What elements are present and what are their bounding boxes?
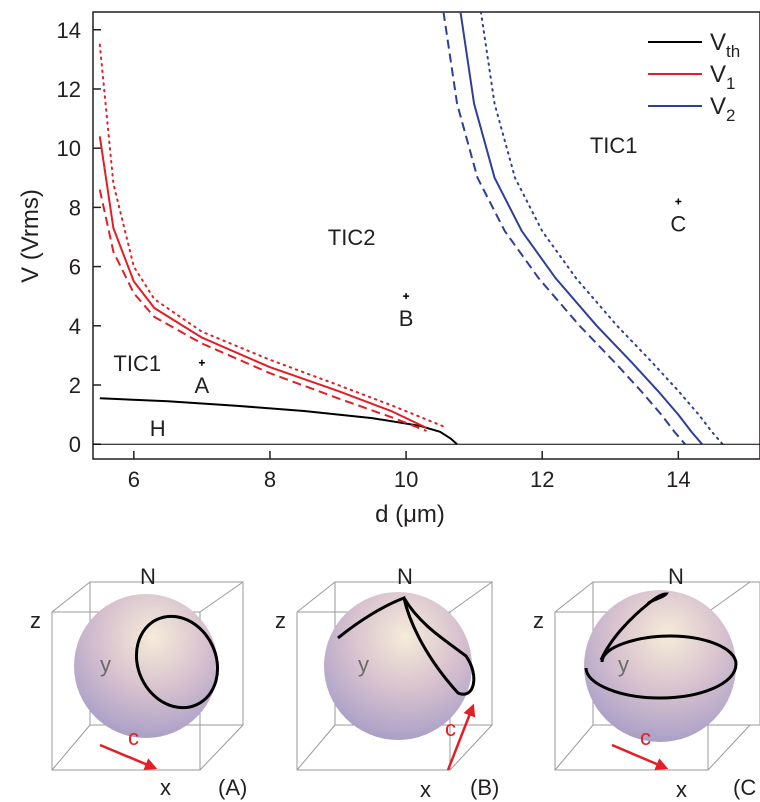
point-marker: [675, 198, 682, 205]
c-arrow: [611, 743, 669, 770]
trajectory-curve: [134, 614, 220, 710]
y-tick-label: 6: [69, 255, 81, 280]
y-tick-label: 4: [69, 314, 81, 339]
z-axis-label: z: [30, 608, 41, 633]
point-marker: [403, 293, 410, 300]
y-tick-label: 12: [57, 77, 81, 102]
y-axis-title: V (Vrms): [17, 189, 44, 283]
cube-edge: [554, 581, 594, 613]
c-arrow-label: c: [128, 725, 139, 750]
x-tick-label: 10: [394, 467, 418, 492]
pole-label: N: [668, 564, 684, 589]
c-arrow: [99, 743, 158, 770]
pole-label: N: [140, 564, 156, 589]
y-axis-label: y: [618, 652, 629, 677]
x-axis-label: x: [420, 777, 431, 802]
y-tick-label: 10: [57, 136, 81, 161]
legend-label: V1: [710, 61, 735, 93]
series-line-1: [98, 136, 427, 429]
plot-frame: [92, 11, 760, 460]
region-label: TIC2: [328, 225, 376, 250]
c-arrow-label: c: [445, 716, 456, 741]
cube-edge: [199, 581, 244, 613]
cube-edge: [296, 581, 336, 613]
sphere: [584, 590, 736, 742]
z-axis-label: z: [533, 608, 544, 633]
trajectory-curve: [599, 592, 670, 661]
y-tick-label: 8: [69, 195, 81, 220]
panel-b: N z y x c (B): [275, 564, 499, 802]
cube-edge: [707, 724, 751, 771]
series-line-2: [98, 189, 427, 432]
region-label: H: [150, 416, 166, 441]
point-label: C: [670, 211, 686, 236]
panel-c: N z y x c (C: [533, 564, 760, 802]
series-layer: [93, 11, 760, 446]
cube-edge: [707, 581, 751, 613]
x-axis-ticks: 6 8 10 12 14: [128, 451, 691, 492]
y-axis-ticks: 0 2 4 6 8 10 12 14: [57, 18, 101, 457]
panel-label: (A): [218, 775, 247, 800]
c-arrow-label: c: [640, 725, 651, 750]
y-axis-label: y: [358, 652, 369, 677]
point-label: B: [399, 306, 414, 331]
series-line-4: [459, 11, 703, 445]
x-tick-label: 8: [264, 467, 276, 492]
region-label: TIC1: [113, 351, 161, 376]
main-chart: 6 8 10 12 14 0 2 4 6 8 10 12 14 A B C TIC1 TIC2 TIC1 H d…: [17, 11, 760, 528]
region-label: TIC1: [590, 133, 638, 158]
sphere: [324, 592, 472, 740]
series-line-5: [442, 11, 686, 445]
c-arrow: [446, 703, 476, 771]
trajectory-curve: [337, 595, 476, 696]
sphere: [74, 594, 218, 738]
cube-edge: [296, 724, 336, 771]
legend-label: V2: [710, 93, 735, 125]
cube-edge: [199, 724, 244, 771]
point-label: A: [195, 373, 210, 398]
series-line-6: [479, 11, 724, 446]
x-axis-label: x: [160, 775, 171, 800]
points-layer: A B C: [195, 198, 686, 398]
z-axis-label: z: [275, 608, 286, 633]
x-axis-label: x: [676, 777, 687, 802]
trajectory-curve: [584, 634, 738, 700]
series-line-3: [98, 43, 445, 428]
x-axis-title: d (μm): [375, 501, 445, 528]
panel-label: (C: [733, 775, 756, 800]
x-tick-label: 12: [530, 467, 554, 492]
point-marker: [198, 359, 205, 366]
y-tick-label: 2: [69, 373, 81, 398]
regions-layer: TIC1 TIC2 TIC1 H: [113, 133, 637, 441]
series-line-0: [99, 397, 458, 445]
cube-edge: [51, 581, 91, 613]
y-tick-label: 14: [57, 18, 81, 43]
pole-label: N: [397, 564, 413, 589]
cube-edge: [449, 724, 493, 771]
y-axis-label: y: [100, 652, 111, 677]
cube-edge: [51, 724, 91, 771]
cube-edge: [449, 581, 493, 613]
y-tick-label: 0: [69, 432, 81, 457]
cube-edge: [554, 724, 594, 771]
x-tick-label: 14: [666, 467, 690, 492]
legend-label: Vth: [710, 29, 740, 61]
panel-label: (B): [470, 775, 499, 800]
panel-a: N z y x c (A): [30, 564, 247, 800]
x-tick-label: 6: [128, 467, 140, 492]
